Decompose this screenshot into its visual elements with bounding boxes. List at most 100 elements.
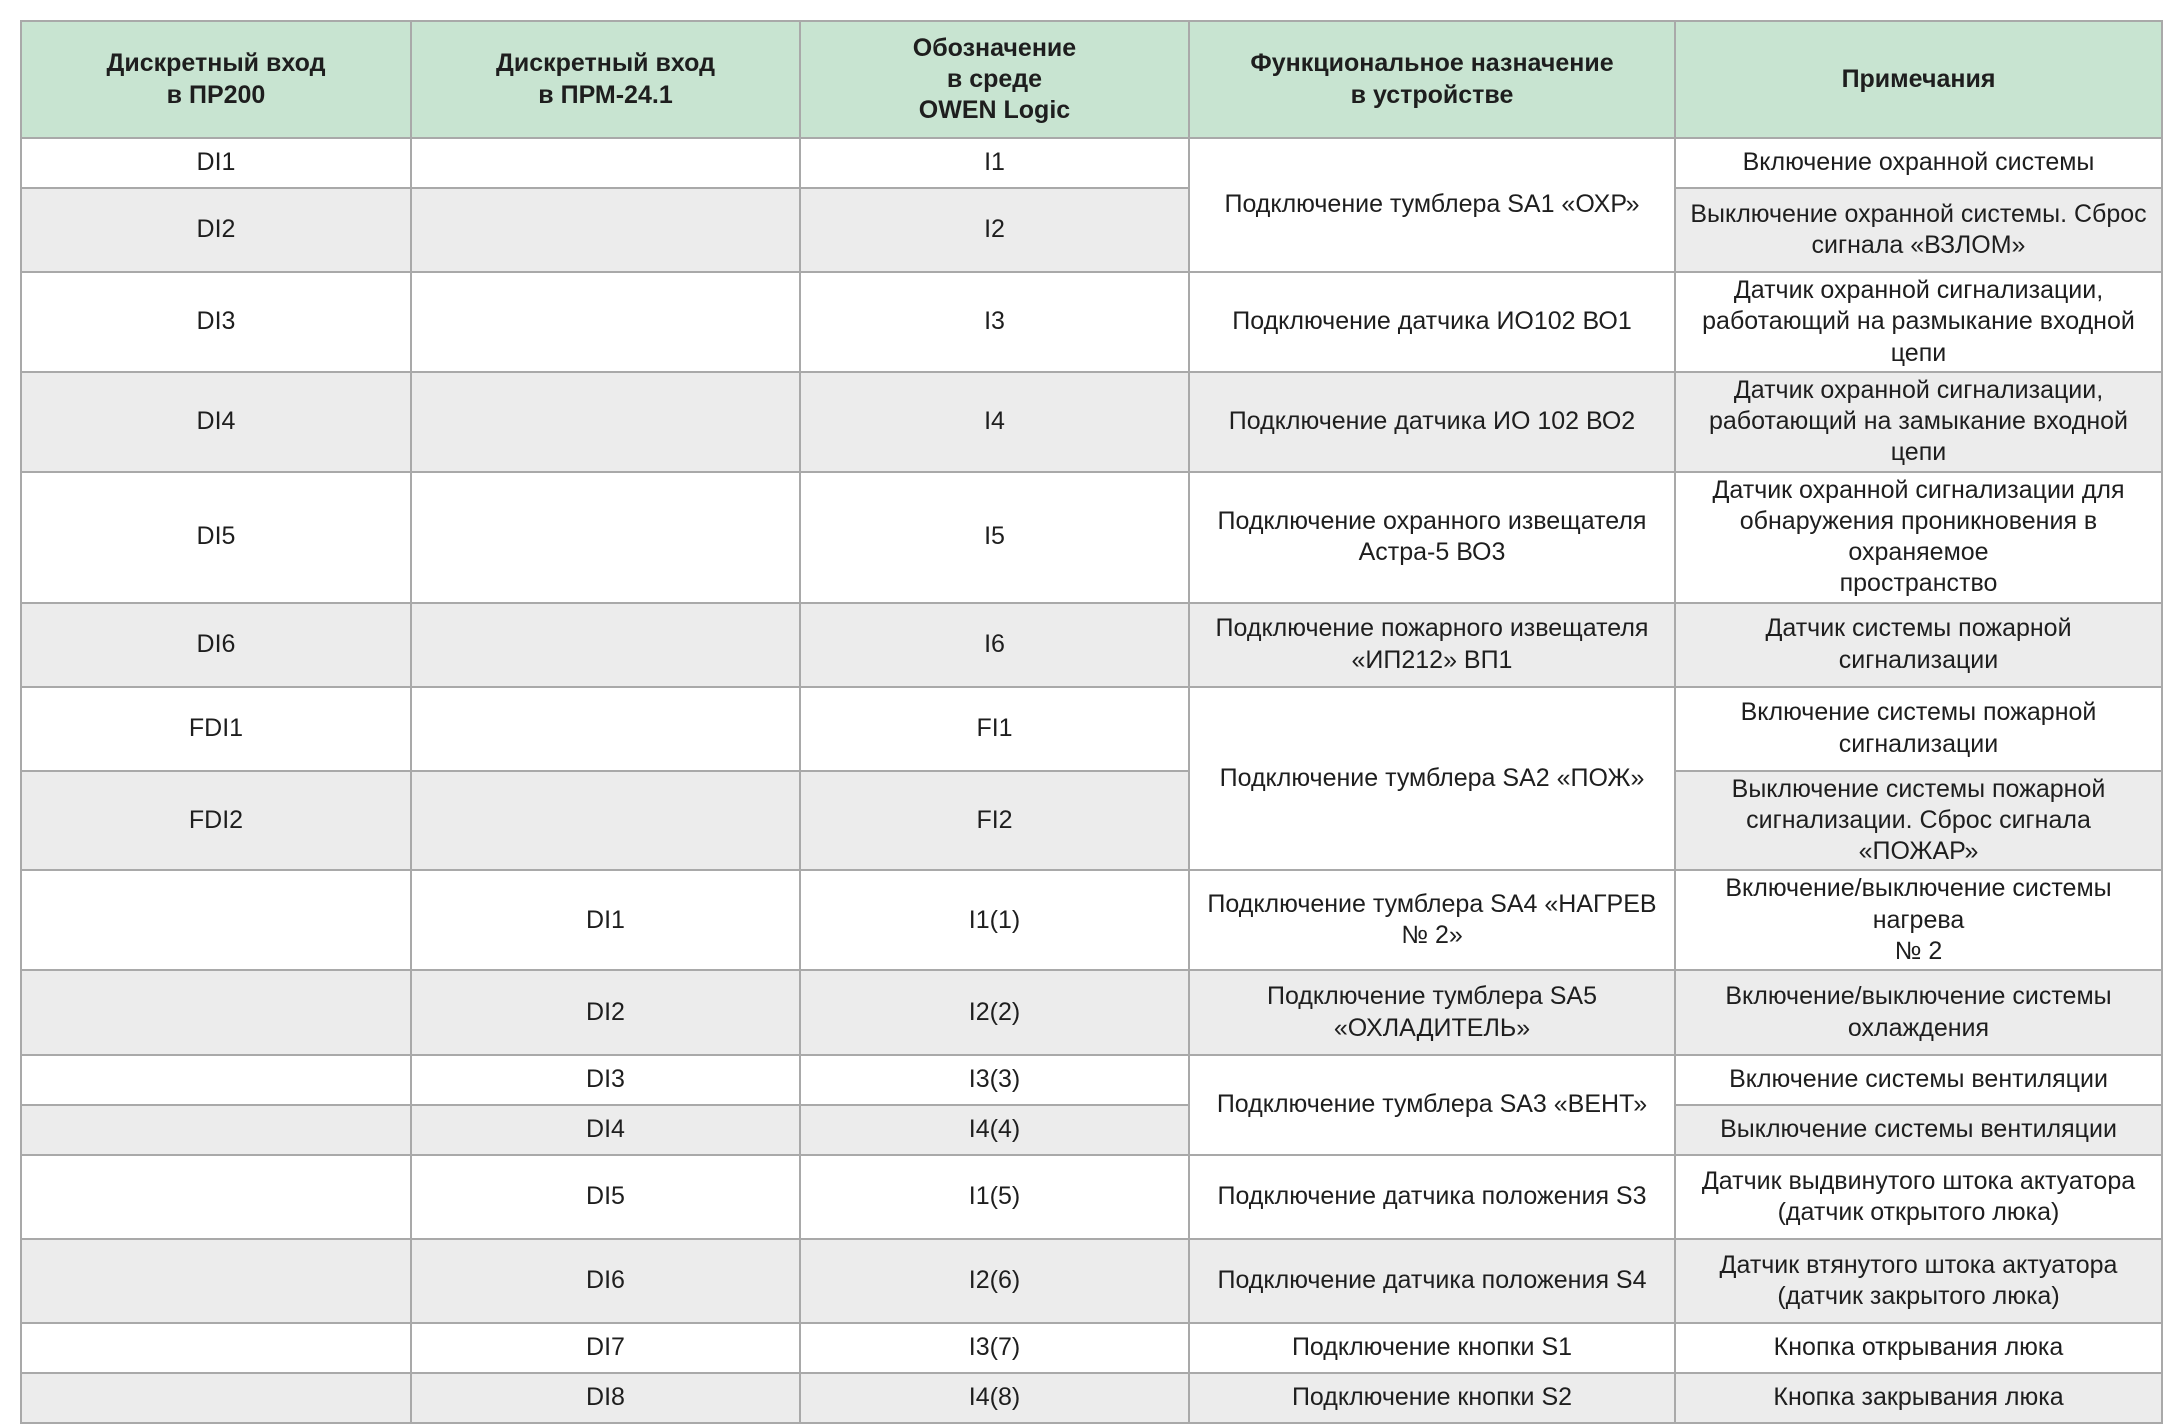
table-row: DI3 I3 Подключение датчика ИО102 ВО1 Дат…: [20, 271, 2163, 373]
header-function: Функциональное назначение в устройстве: [1188, 20, 1676, 139]
cell-owen: FI1: [799, 685, 1190, 772]
cell-prm: DI2: [410, 969, 801, 1056]
cell-pr200: DI2: [20, 187, 412, 273]
cell-owen: I3(7): [799, 1322, 1190, 1374]
cell-pr200: [20, 1322, 412, 1374]
table-row: DI3 I3(3) Подключение тумблера SA3 «ВЕНТ…: [20, 1054, 2163, 1156]
cell-owen: I1(5): [799, 1154, 1190, 1240]
table-row: FDI2 FI2 Выключение системы пожарной сиг…: [20, 769, 2163, 872]
cell-prm: DI7: [410, 1322, 801, 1374]
table-row: DI2 I2 Выключение охранной системы. Сбро…: [20, 187, 2163, 273]
cell-prm: DI6: [410, 1238, 801, 1324]
table-row: DI6 I2(6) Подключение датчика положения …: [20, 1238, 2163, 1324]
cell-note: Включение охранной системы: [1674, 137, 2163, 189]
cell-pr200: DI4: [20, 370, 412, 473]
cell-note: Выключение системы вентиляции: [1674, 1104, 2163, 1156]
cell-owen: I3: [799, 271, 1190, 373]
cell-note: Включение системы пожарной сигнализации: [1674, 685, 2163, 772]
cell-prm: DI4: [410, 1104, 801, 1156]
cell-pr200: FDI1: [20, 685, 412, 772]
cell-note: Включение/выключение системы нагрева № 2: [1674, 869, 2163, 971]
cell-prm: DI1: [410, 869, 801, 971]
cell-pr200: DI1: [20, 137, 412, 189]
cell-prm: DI8: [410, 1372, 801, 1424]
cell-owen: I2(2): [799, 969, 1190, 1056]
cell-function: Подключение кнопки S2: [1188, 1372, 1676, 1424]
cell-owen: I1: [799, 137, 1190, 189]
cell-pr200: [20, 1104, 412, 1156]
cell-pr200: DI5: [20, 470, 412, 604]
table-row: DI4 I4 Подключение датчика ИО 102 ВО2 Да…: [20, 370, 2163, 473]
cell-prm: [410, 769, 801, 872]
header-notes: Примечания: [1674, 20, 2163, 139]
cell-function: Подключение тумблера SA1 «ОХР»: [1188, 137, 1676, 273]
cell-note: Кнопка закрывания люка: [1674, 1372, 2163, 1424]
cell-note: Кнопка открывания люка: [1674, 1322, 2163, 1374]
cell-function: Подключение датчика ИО102 ВО1: [1188, 271, 1676, 373]
io-table: Дискретный вход в ПР200 Дискретный вход …: [20, 20, 2163, 1424]
cell-owen: I1(1): [799, 869, 1190, 971]
table-row: DI6 I6 Подключение пожарного извещателя …: [20, 601, 2163, 688]
cell-note: Датчик выдвинутого штока актуатора (датч…: [1674, 1154, 2163, 1240]
cell-function: Подключение охранного извещателя Астра-5…: [1188, 470, 1676, 604]
cell-pr200: DI3: [20, 271, 412, 373]
cell-owen: I4(4): [799, 1104, 1190, 1156]
cell-pr200: [20, 1372, 412, 1424]
cell-function: Подключение пожарного извещателя «ИП212»…: [1188, 601, 1676, 688]
cell-prm: DI5: [410, 1154, 801, 1240]
cell-note: Выключение охранной системы. Сброс сигна…: [1674, 187, 2163, 273]
cell-function: Подключение датчика положения S4: [1188, 1238, 1676, 1324]
header-owen-designation: Обозначение в среде OWEN Logic: [799, 20, 1190, 139]
cell-note: Включение системы вентиляции: [1674, 1054, 2163, 1106]
cell-owen: I6: [799, 601, 1190, 688]
cell-function: Подключение тумблера SA5 «ОХЛАДИТЕЛЬ»: [1188, 969, 1676, 1056]
table-row: DI4 I4(4) Выключение системы вентиляции: [20, 1104, 2163, 1156]
cell-function: Подключение тумблера SA2 «ПОЖ»: [1188, 685, 1676, 872]
cell-pr200: [20, 869, 412, 971]
cell-function: Подключение тумблера SA4 «НАГРЕВ № 2»: [1188, 869, 1676, 971]
cell-note: Датчик охранной сигнализации для обнаруж…: [1674, 470, 2163, 604]
header-pr200-input: Дискретный вход в ПР200: [20, 20, 412, 139]
cell-note: Включение/выключение системы охлаждения: [1674, 969, 2163, 1056]
cell-note: Датчик охранной сигнализации, работающий…: [1674, 370, 2163, 473]
cell-note: Датчик охранной сигнализации, работающий…: [1674, 271, 2163, 373]
cell-prm: [410, 470, 801, 604]
table-row: DI2 I2(2) Подключение тумблера SA5 «ОХЛА…: [20, 969, 2163, 1056]
table-row: FDI1 FI1 Подключение тумблера SA2 «ПОЖ» …: [20, 685, 2163, 872]
cell-prm: [410, 601, 801, 688]
table-row: DI5 I5 Подключение охранного извещателя …: [20, 470, 2163, 604]
header-prm-input: Дискретный вход в ПРМ-24.1: [410, 20, 801, 139]
cell-owen: FI2: [799, 769, 1190, 872]
table-row: DI1 I1 Подключение тумблера SA1 «ОХР» Вк…: [20, 137, 2163, 273]
cell-note: Датчик втянутого штока актуатора (датчик…: [1674, 1238, 2163, 1324]
cell-prm: [410, 685, 801, 772]
cell-function: Подключение датчика положения S3: [1188, 1154, 1676, 1240]
table-row: DI7 I3(7) Подключение кнопки S1 Кнопка о…: [20, 1322, 2163, 1374]
cell-pr200: [20, 969, 412, 1056]
cell-owen: I3(3): [799, 1054, 1190, 1106]
cell-prm: [410, 137, 801, 189]
header-row: Дискретный вход в ПР200 Дискретный вход …: [20, 20, 2163, 139]
table-row: DI8 I4(8) Подключение кнопки S2 Кнопка з…: [20, 1372, 2163, 1424]
cell-prm: DI3: [410, 1054, 801, 1106]
cell-note: Выключение системы пожарной сигнализации…: [1674, 769, 2163, 872]
cell-pr200: FDI2: [20, 769, 412, 872]
cell-prm: [410, 187, 801, 273]
cell-prm: [410, 370, 801, 473]
cell-owen: I5: [799, 470, 1190, 604]
table-row: DI5 I1(5) Подключение датчика положения …: [20, 1154, 2163, 1240]
cell-function: Подключение тумблера SA3 «ВЕНТ»: [1188, 1054, 1676, 1156]
cell-function: Подключение датчика ИО 102 ВО2: [1188, 370, 1676, 473]
cell-pr200: DI6: [20, 601, 412, 688]
cell-note: Датчик системы пожарной сигнализации: [1674, 601, 2163, 688]
cell-pr200: [20, 1054, 412, 1106]
cell-pr200: [20, 1238, 412, 1324]
cell-prm: [410, 271, 801, 373]
cell-owen: I4(8): [799, 1372, 1190, 1424]
cell-owen: I2(6): [799, 1238, 1190, 1324]
table-row: DI1 I1(1) Подключение тумблера SA4 «НАГР…: [20, 869, 2163, 971]
cell-function: Подключение кнопки S1: [1188, 1322, 1676, 1374]
cell-owen: I4: [799, 370, 1190, 473]
cell-owen: I2: [799, 187, 1190, 273]
cell-pr200: [20, 1154, 412, 1240]
